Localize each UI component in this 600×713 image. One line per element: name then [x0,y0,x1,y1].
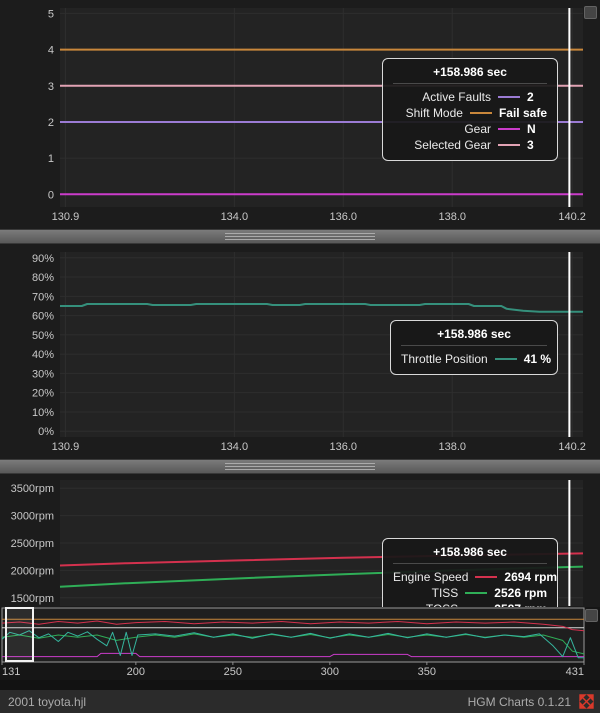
y-axis-label: 60% [32,311,54,323]
y-axis-label: 2500rpm [11,538,54,550]
y-axis-label: 5 [48,8,54,20]
splitter-grip-icon [225,462,375,471]
tooltip-row-active-faults: Active Faults 2 [393,89,547,105]
tooltip-label: Gear [464,122,491,136]
series-swatch [498,96,520,98]
tooltip-value: N [527,122,536,136]
y-axis-label: 40% [32,349,54,361]
y-axis-label: 0 [48,189,54,201]
x-axis-label: 134.0 [221,441,249,453]
y-axis-label: 50% [32,330,54,342]
chart-panel-throttle: 0% 10% 20% 30% 40% 50% 60% 70% 80% 90% 130.9 134.0 1… [0,244,600,459]
x-axis-label: 136.0 [330,441,358,453]
tooltip-value: 2526 rpm [494,586,547,600]
tooltip-row-tiss: TISS 2526 rpm [393,585,547,601]
x-axis-label: 138.0 [438,441,466,453]
navigator-chart[interactable]: 131 200 250 300 350 431 [0,607,600,680]
x-axis-label: 431 [566,666,584,678]
series-swatch [469,112,492,114]
chart-panel-speeds: 1500rpm 2000rpm 2500rpm 3000rpm 3500rpm +158… [0,474,600,607]
tooltip-row-throttle-position: Throttle Position 41 % [401,351,552,367]
x-axis-label: 300 [321,666,339,678]
tooltip-timestamp: +158.986 sec [401,325,547,346]
x-axis-label: 134.0 [221,211,249,223]
chart-panel-gear-status: 0 1 2 3 4 5 130.9 134.0 136.0 138.0 140.2 +158.986… [0,0,600,229]
tooltip-label: TOSS [393,601,458,607]
y-axis-label: 4 [48,45,54,57]
series-engine-speed-overview [1,620,585,632]
x-axis-label: 140.2 [558,441,586,453]
x-axis-label: 130.9 [52,211,80,223]
y-axis-label: 70% [32,291,54,303]
tooltip-value: 41 % [523,352,552,366]
tooltip-throttle: +158.986 sec Throttle Position 41 % [390,320,558,375]
tooltip-row-gear: Gear N [393,121,547,137]
series-throttle-position [60,303,583,313]
tooltip-row-engine-speed: Engine Speed 2694 rpm [393,569,558,585]
x-axis-label: 250 [224,666,242,678]
series-swatch [498,144,520,146]
y-axis-label: 3500rpm [11,483,54,495]
y-axis-label: 30% [32,368,54,380]
series-swatch [475,576,498,578]
tooltip-label: TISS [431,586,459,600]
y-axis-label: 90% [32,253,54,265]
throttle-chart[interactable]: 0% 10% 20% 30% 40% 50% 60% 70% 80% 90% 130.9 134.0 1… [0,244,600,459]
timeline-navigator[interactable]: 131 200 250 300 350 431 [0,607,600,680]
y-axis-label: 0% [38,426,54,438]
x-axis-label: 140.2 [558,211,586,223]
x-axis-label: 130.9 [52,441,80,453]
y-axis-label: 3 [48,81,54,93]
scrollbar-thumb[interactable] [584,6,597,19]
tooltip-gear-status: +158.986 sec Active Faults 2 Shift Mode … [382,58,558,161]
scrollbar-thumb[interactable] [585,609,598,622]
y-axis-label: 10% [32,407,54,419]
status-bar: 2001 toyota.hjl HGM Charts 0.1.21 [0,690,600,713]
tooltip-value: 2694 rpm [504,570,558,584]
x-axis-label: 131 [2,666,20,678]
x-axis-label: 350 [418,666,436,678]
x-axis-label: 200 [127,666,145,678]
y-axis-label: 1500rpm [11,593,54,605]
splitter-grip-icon [225,232,375,241]
y-axis-label: 2000rpm [11,565,54,577]
app-version-label: HGM Charts 0.1.21 [467,694,571,709]
tooltip-row-selected-gear: Selected Gear 3 [393,137,547,153]
y-axis-label: 1 [48,153,54,165]
tooltip-label: Throttle Position [401,352,488,366]
y-axis-label: 80% [32,272,54,284]
series-swatch [494,358,517,360]
tooltip-label: Selected Gear [414,138,491,152]
panel-splitter-1[interactable] [0,229,600,244]
open-file-name: 2001 toyota.hjl [8,694,87,709]
tooltip-row-shift-mode: Shift Mode Fail safe [393,105,547,121]
tooltip-value: 2587 rpm [494,601,547,607]
tooltip-value: 3 [527,138,534,152]
statusbar-gap [0,680,600,690]
tooltip-timestamp: +158.986 sec [393,63,547,84]
fullscreen-expand-icon[interactable] [579,694,594,709]
y-axis-label: 2 [48,117,54,129]
series-throttle-overview [1,630,584,659]
plot-area [2,608,584,662]
y-axis-label: 3000rpm [11,511,54,523]
tooltip-label: Shift Mode [405,106,463,120]
series-swatch [465,592,488,594]
tooltip-label: Active Faults [422,90,491,104]
tooltip-row-toss: TOSS 2587 rpm [393,601,547,607]
tooltip-speeds: +158.986 sec Engine Speed 2694 rpm TISS … [382,538,558,607]
tooltip-label: Engine Speed [393,570,469,584]
y-axis-label: 20% [32,388,54,400]
navigator-selection-window[interactable] [5,607,34,662]
x-axis-label: 136.0 [330,211,358,223]
series-gear-overview [2,652,584,658]
navigator-frame [1,607,585,663]
tooltip-timestamp: +158.986 sec [393,543,547,564]
tooltip-value: 2 [527,90,534,104]
series-swatch [498,128,520,130]
panel-splitter-2[interactable] [0,459,600,474]
tooltip-value: Fail safe [498,106,547,120]
x-axis-label: 138.0 [438,211,466,223]
